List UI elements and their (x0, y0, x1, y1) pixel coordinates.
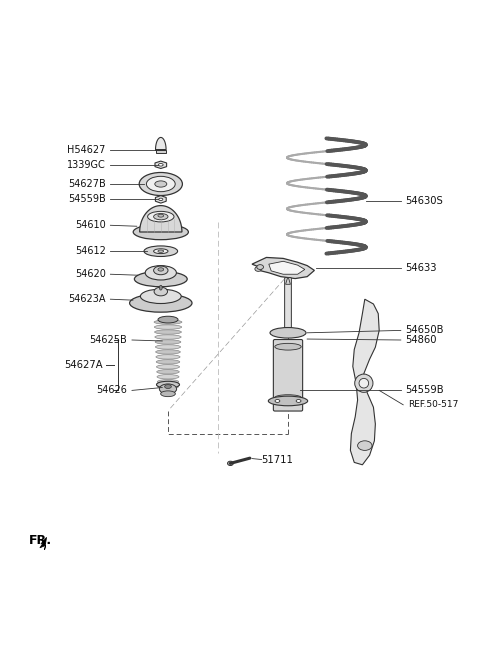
Ellipse shape (154, 287, 168, 296)
Ellipse shape (355, 374, 373, 392)
Text: 54627B: 54627B (68, 179, 106, 189)
Ellipse shape (156, 359, 180, 364)
Ellipse shape (275, 395, 301, 400)
Ellipse shape (158, 215, 164, 217)
Ellipse shape (158, 316, 178, 323)
Ellipse shape (275, 343, 301, 350)
Polygon shape (156, 195, 166, 203)
Ellipse shape (154, 213, 168, 220)
Ellipse shape (255, 266, 262, 272)
Text: 54612: 54612 (75, 246, 106, 256)
Text: 54860: 54860 (406, 335, 437, 345)
Ellipse shape (159, 384, 177, 394)
Text: 54559B: 54559B (68, 194, 106, 205)
Ellipse shape (158, 163, 163, 166)
Ellipse shape (160, 384, 176, 389)
Text: 54610: 54610 (75, 220, 106, 230)
Ellipse shape (155, 335, 181, 339)
Text: 1339GC: 1339GC (67, 160, 106, 170)
Polygon shape (140, 205, 182, 232)
Ellipse shape (161, 391, 175, 397)
Ellipse shape (156, 365, 180, 369)
Text: 54626: 54626 (96, 385, 127, 396)
Ellipse shape (133, 224, 188, 239)
Ellipse shape (130, 294, 192, 312)
Ellipse shape (156, 381, 180, 388)
Ellipse shape (228, 461, 233, 466)
Ellipse shape (158, 268, 164, 271)
Polygon shape (252, 257, 314, 279)
Text: 54650B: 54650B (406, 325, 444, 335)
Ellipse shape (146, 176, 175, 192)
Ellipse shape (156, 350, 180, 354)
Ellipse shape (358, 441, 372, 451)
Polygon shape (286, 279, 290, 284)
Ellipse shape (156, 345, 180, 349)
Ellipse shape (157, 380, 179, 384)
FancyBboxPatch shape (274, 340, 303, 411)
Ellipse shape (154, 266, 168, 275)
Polygon shape (269, 261, 305, 274)
Text: FR.: FR. (29, 534, 52, 547)
Ellipse shape (158, 250, 164, 253)
Text: H54627: H54627 (67, 146, 106, 155)
Ellipse shape (268, 396, 308, 406)
Text: 54630S: 54630S (406, 195, 444, 206)
Ellipse shape (145, 266, 177, 280)
Text: 54559B: 54559B (406, 385, 444, 396)
Ellipse shape (159, 198, 163, 201)
Bar (156, 150, 166, 153)
Ellipse shape (296, 400, 301, 402)
Ellipse shape (139, 173, 182, 195)
Ellipse shape (155, 330, 181, 334)
Ellipse shape (165, 384, 171, 388)
Ellipse shape (159, 285, 162, 290)
Ellipse shape (275, 400, 280, 402)
Ellipse shape (157, 384, 179, 389)
Text: 54620: 54620 (75, 269, 106, 279)
Polygon shape (350, 299, 379, 465)
Ellipse shape (270, 327, 306, 338)
Text: 54625B: 54625B (89, 335, 127, 345)
Ellipse shape (156, 355, 180, 359)
Text: 54633: 54633 (406, 263, 437, 273)
Text: 54623A: 54623A (68, 294, 106, 304)
FancyBboxPatch shape (285, 277, 291, 336)
Ellipse shape (257, 264, 264, 270)
Text: 54627A: 54627A (65, 360, 103, 370)
Polygon shape (155, 161, 167, 169)
Text: 51711: 51711 (262, 455, 293, 466)
Ellipse shape (154, 249, 168, 254)
Polygon shape (156, 138, 166, 150)
Ellipse shape (157, 375, 179, 379)
Ellipse shape (154, 320, 182, 324)
Ellipse shape (140, 289, 181, 304)
Ellipse shape (157, 369, 179, 374)
Ellipse shape (148, 211, 174, 222)
Polygon shape (40, 537, 47, 550)
Ellipse shape (155, 325, 181, 329)
Text: REF.50-517: REF.50-517 (408, 400, 458, 409)
Ellipse shape (134, 272, 187, 287)
Ellipse shape (155, 181, 167, 187)
Ellipse shape (144, 246, 178, 256)
Ellipse shape (155, 340, 181, 344)
Ellipse shape (359, 379, 369, 388)
